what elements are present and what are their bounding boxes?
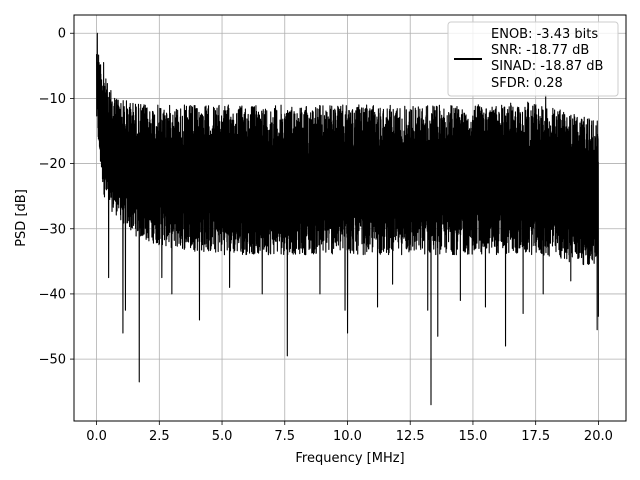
legend-snr: SNR: -18.77 dB <box>491 43 589 58</box>
x-tick-label: 7.5 <box>274 429 295 444</box>
legend-box <box>447 21 619 97</box>
y-tick-label: −20 <box>39 157 66 172</box>
x-axis-label: Frequency [MHz] <box>295 451 404 466</box>
legend-sinad: SINAD: -18.87 dB <box>491 59 603 74</box>
legend-enob: ENOB: -3.43 bits <box>491 27 598 42</box>
plot-area <box>96 32 599 406</box>
y-tick-label: −10 <box>39 92 66 107</box>
psd-series-line <box>96 32 599 406</box>
x-tick-label: 15.0 <box>458 429 487 444</box>
legend: ENOB: -3.43 bits SNR: -18.77 dB SINAD: -… <box>447 21 619 97</box>
y-tick-label: −30 <box>39 222 66 237</box>
y-tick-label: −40 <box>39 287 66 302</box>
x-tick-label: 17.5 <box>521 429 550 444</box>
y-tick-label: 0 <box>58 27 66 42</box>
axes-frame <box>73 14 627 422</box>
x-tick-label: 2.5 <box>149 429 170 444</box>
x-tick-label: 12.5 <box>396 429 425 444</box>
ticks: 0.0 2.5 5.0 7.5 10.0 12.5 15.0 17.5 20.0 0 −10 −20 −… <box>39 27 613 444</box>
y-axis-label: PSD [dB] <box>14 189 29 247</box>
legend-sfdr: SFDR: 0.28 <box>491 76 563 91</box>
y-tick-label: −50 <box>39 353 66 368</box>
x-tick-label: 5.0 <box>212 429 233 444</box>
x-tick-label: 0.0 <box>86 429 107 444</box>
x-tick-label: 10.0 <box>333 429 362 444</box>
x-tick-label: 20.0 <box>584 429 613 444</box>
